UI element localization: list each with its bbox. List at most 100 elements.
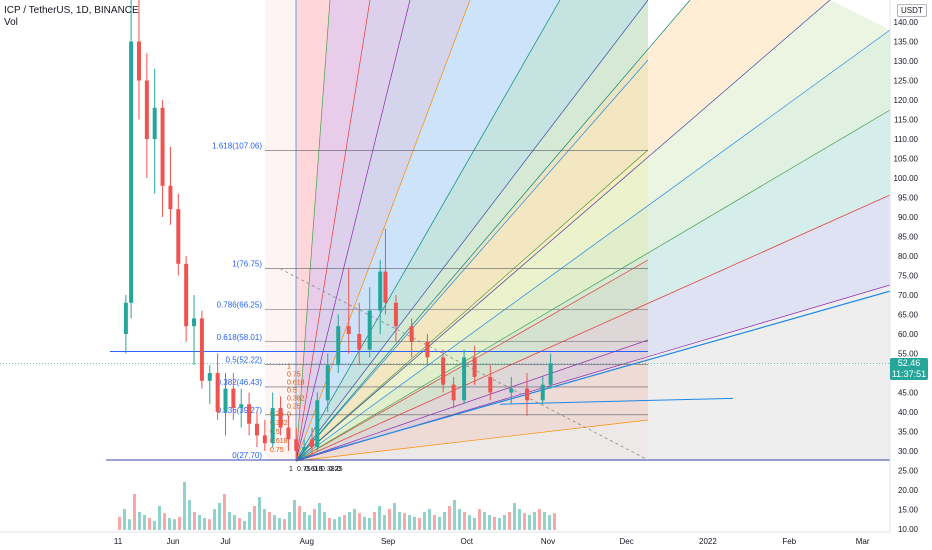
price-tick-label: 75.00 <box>898 272 919 281</box>
candle-body <box>488 376 493 393</box>
candle-body <box>215 373 220 412</box>
candle-body <box>525 388 530 401</box>
price-tick-label: 135.00 <box>894 38 919 47</box>
volume-bar <box>428 509 431 530</box>
volume-bar <box>283 519 286 530</box>
volume-bar <box>508 512 511 530</box>
volume-bar <box>463 512 466 530</box>
time-tick-label: Sep <box>381 537 396 546</box>
volume-bar <box>193 512 196 530</box>
volume-bar <box>513 503 516 530</box>
gann-fan-line <box>295 59 649 462</box>
gann-fan-line <box>295 194 891 462</box>
volume-bar <box>413 516 416 530</box>
price-tick-label: 140.00 <box>894 18 919 27</box>
fib-level-label: 1(76.75) <box>232 260 262 269</box>
time-tick-label: Oct <box>460 537 473 546</box>
price-tick-label: 120.00 <box>894 96 919 105</box>
currency-badge[interactable]: USDT <box>897 4 927 17</box>
volume-bar <box>473 518 476 530</box>
price-tick-label: 20.00 <box>898 486 919 495</box>
candle-body <box>207 373 212 381</box>
fib-level-label: 0.618(58.01) <box>217 333 263 342</box>
gann-bottom-label: 0.618 <box>305 466 323 473</box>
gann-fraction-label: 0.618 <box>287 380 305 387</box>
volume-bar <box>358 513 361 530</box>
volume-bar <box>133 494 136 530</box>
time-tick-label: 11 <box>114 537 123 546</box>
gann-bottom-label: 0.5 <box>313 466 323 473</box>
price-tick-label: 105.00 <box>894 155 919 164</box>
price-tick-label: 130.00 <box>894 57 919 66</box>
gann-fan-line <box>295 109 891 462</box>
candle-body <box>223 388 228 412</box>
candle-body <box>378 271 383 311</box>
gann-fan-line <box>295 259 649 462</box>
bar-countdown: 11:37:51 <box>891 369 927 379</box>
candle-body <box>231 388 236 409</box>
candle-body <box>262 435 267 444</box>
chart-title: ICP / TetherUS, 1D, BINANCE <box>4 5 139 16</box>
volume-bar <box>438 516 441 530</box>
volume-bar <box>278 518 281 530</box>
volume-bar <box>273 515 276 530</box>
price-tick-label: 125.00 <box>894 77 919 86</box>
volume-bar <box>268 512 271 530</box>
volume-bar <box>123 509 126 530</box>
price-tick-label: 10.00 <box>898 525 919 534</box>
volume-bar <box>128 519 131 530</box>
time-tick-label: Jun <box>167 537 180 546</box>
gann-fan-line <box>295 149 649 462</box>
volume-bar <box>158 506 161 530</box>
volume-bar <box>163 513 166 530</box>
volume-bar <box>138 512 141 530</box>
volume-bar <box>538 509 541 530</box>
volume-bar <box>483 512 486 530</box>
fib-level-label: 0(27.70) <box>232 451 262 460</box>
gann-bottom-label: 0 <box>337 466 341 473</box>
gann-bottom-label: 1 <box>289 466 293 473</box>
volume-bar <box>303 512 306 530</box>
fib-level-label: 0.382(46.43) <box>217 378 263 387</box>
volume-bar <box>318 503 321 530</box>
fib-level-label: 0.5(52.22) <box>226 355 263 364</box>
volume-bar <box>468 515 471 530</box>
candle-body <box>270 408 275 444</box>
candle-body <box>184 263 189 327</box>
volume-bar <box>118 516 121 530</box>
volume-bar <box>308 515 311 530</box>
price-tick-label: 65.00 <box>898 311 919 320</box>
price-tick-label: 110.00 <box>894 135 918 144</box>
volume-bar <box>348 512 351 530</box>
candle-body <box>472 357 477 377</box>
volume-bar <box>208 519 211 530</box>
volume-bar <box>288 512 291 530</box>
volume-bar <box>393 503 396 530</box>
time-tick-label: Feb <box>782 537 796 546</box>
gann-fan-line <box>295 0 649 462</box>
volume-bar <box>383 515 386 530</box>
gann-bottom-label: 0.75 <box>297 466 311 473</box>
volume-bar <box>328 518 331 530</box>
candle-body <box>383 271 388 303</box>
fib-level-label: 0.786(66.25) <box>217 301 263 310</box>
candle-body <box>357 334 362 350</box>
candle-body <box>325 365 330 401</box>
candle-body <box>302 447 307 451</box>
volume-bar <box>433 515 436 530</box>
gann-fraction-label: 0.5 <box>270 429 280 436</box>
volume-bar <box>203 518 206 530</box>
volume-bar <box>498 518 501 530</box>
candle-body <box>509 388 514 393</box>
gann-fan-line <box>295 0 561 462</box>
price-tick-label: 40.00 <box>898 408 919 417</box>
volume-bar <box>213 509 216 530</box>
volume-bar <box>198 515 201 530</box>
volume-bar <box>243 521 246 530</box>
price-tick-label: 85.00 <box>898 233 919 242</box>
candle-body <box>462 357 467 401</box>
price-tick-label: 25.00 <box>898 467 919 476</box>
volume-bar <box>173 519 176 530</box>
volume-bar <box>398 512 401 530</box>
